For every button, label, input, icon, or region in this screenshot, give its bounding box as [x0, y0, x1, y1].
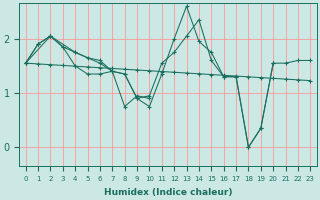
- X-axis label: Humidex (Indice chaleur): Humidex (Indice chaleur): [104, 188, 232, 197]
